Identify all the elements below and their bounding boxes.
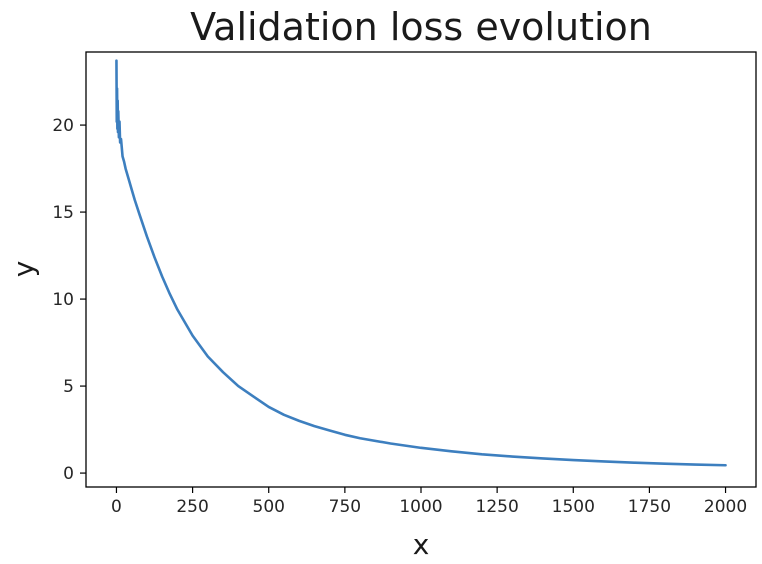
series-line-0 xyxy=(115,59,727,467)
plot-marks xyxy=(115,59,727,467)
x-tick-label: 1500 xyxy=(552,497,595,517)
x-tick-label: 0 xyxy=(111,497,122,517)
y-tick-label: 15 xyxy=(52,203,74,223)
y-tick-label: 20 xyxy=(52,116,74,136)
chart-title: Validation loss evolution xyxy=(190,5,652,49)
x-axis-label: x xyxy=(413,528,430,561)
y-axis-label: y xyxy=(7,261,40,278)
y-axis: 0 5 10 15 20 xyxy=(52,116,86,484)
x-axis: 0 250 500 750 1000 1250 1500 1750 2000 xyxy=(111,487,747,517)
x-tick-label: 500 xyxy=(253,497,285,517)
y-tick-label: 0 xyxy=(63,464,74,484)
x-tick-label: 2000 xyxy=(704,497,747,517)
y-tick-label: 5 xyxy=(63,377,74,397)
x-tick-label: 750 xyxy=(329,497,361,517)
x-tick-label: 1750 xyxy=(628,497,671,517)
plot-frame xyxy=(85,51,757,488)
x-tick-label: 1000 xyxy=(399,497,442,517)
y-tick-label: 10 xyxy=(52,290,74,310)
x-tick-label: 1250 xyxy=(476,497,519,517)
x-tick-label: 250 xyxy=(176,497,208,517)
